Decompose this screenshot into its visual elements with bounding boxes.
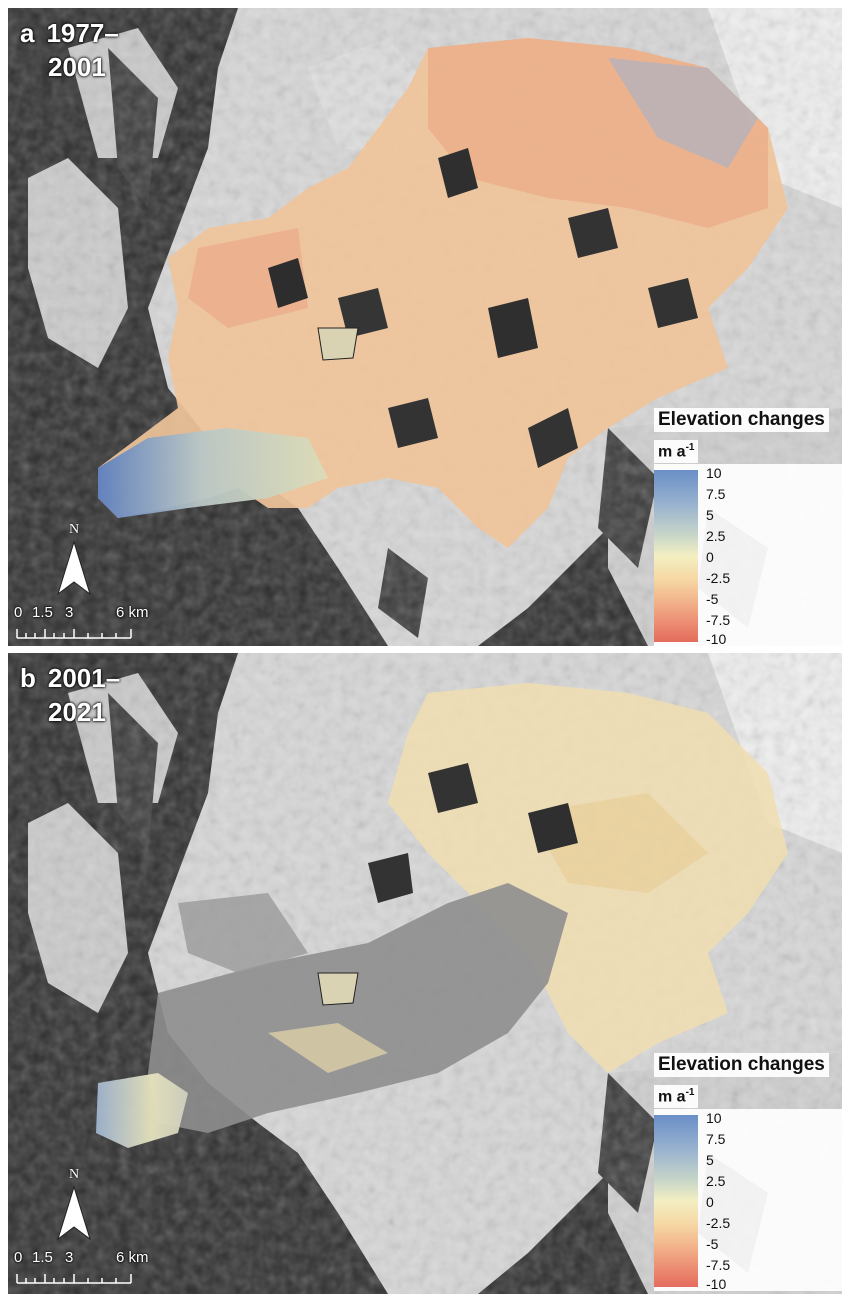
- scale-label-1-5: 1.5: [32, 1249, 53, 1266]
- scale-label-1-5: 1.5: [32, 604, 53, 621]
- legend-tick: 0: [706, 549, 714, 565]
- legend-tick: 5: [706, 507, 714, 523]
- scale-label-3: 3: [65, 604, 74, 621]
- scale-label-6km: 6 km: [116, 604, 149, 621]
- panel-a-period-start: 1977–: [46, 18, 119, 48]
- scale-label-0: 0: [14, 604, 23, 621]
- scale-label-3: 3: [65, 1249, 74, 1266]
- legend-tick: -2.5: [706, 570, 731, 586]
- legend-tick: 2.5: [706, 1173, 726, 1189]
- panel-b: b 2001– 2021 N 0 1.5 3 6 km: [8, 653, 842, 1294]
- legend-tick: 2.5: [706, 528, 726, 544]
- panel-a-color-ramp: [654, 470, 698, 642]
- panel-b-color-ramp: [654, 1115, 698, 1287]
- scale-bar-icon: [16, 1274, 132, 1284]
- panel-b-legend-unit: m a-1: [654, 1085, 699, 1109]
- panel-a-period-end: 2001: [48, 52, 106, 82]
- legend-unit-exponent: -1: [685, 1087, 695, 1098]
- legend-tick: -2.5: [706, 1215, 731, 1231]
- scale-bar-icon: [16, 629, 132, 639]
- panel-b-period-start: 2001–: [47, 663, 121, 693]
- panel-b-legend: Elevation changes m a-1 10 7.5 5 2.5 0 -…: [654, 1053, 842, 1291]
- panel-a-legend-ramp-box: 10 7.5 5 2.5 0 -2.5 -5 -7.5 -10: [654, 464, 842, 646]
- panel-b-title: b 2001– 2021: [20, 661, 120, 729]
- north-arrow-icon: [57, 1185, 91, 1241]
- panel-a-scale-bar: 0 1.5 3 6 km: [12, 604, 149, 644]
- legend-unit-exponent: -1: [685, 442, 695, 453]
- panel-a-north-label: N: [68, 522, 80, 537]
- legend-tick: 7.5: [706, 1131, 726, 1147]
- panel-b-letter: b: [20, 663, 36, 693]
- legend-tick: -5: [706, 591, 719, 607]
- legend-tick: 5: [706, 1152, 714, 1168]
- legend-tick: 7.5: [706, 486, 726, 502]
- legend-tick: 10: [706, 1110, 722, 1126]
- legend-tick: -5: [706, 1236, 719, 1252]
- panel-b-legend-ramp-box: 10 7.5 5 2.5 0 -2.5 -5 -7.5 -10: [654, 1109, 842, 1291]
- panel-b-north-arrow: N: [54, 1167, 94, 1247]
- panel-a-letter: a: [20, 18, 35, 48]
- scale-label-0: 0: [14, 1249, 23, 1266]
- legend-tick: -7.5: [706, 612, 731, 628]
- legend-tick: 10: [706, 465, 722, 481]
- legend-tick: -7.5: [706, 1257, 731, 1273]
- panel-a-legend-title: Elevation changes: [654, 408, 829, 432]
- legend-unit-base: m a: [658, 1088, 686, 1106]
- legend-tick: -10: [706, 631, 727, 646]
- panel-a: a 1977– 2001 N 0 1.5 3 6 km: [8, 8, 842, 646]
- panel-a-legend: Elevation changes m a-1 10 7.5 5 2.5 0 -…: [654, 408, 842, 646]
- scale-label-6km: 6 km: [116, 1249, 149, 1266]
- panel-b-legend-title: Elevation changes: [654, 1053, 829, 1077]
- legend-unit-base: m a: [658, 443, 686, 461]
- panel-a-title: a 1977– 2001: [20, 16, 119, 84]
- legend-tick: -10: [706, 1276, 727, 1292]
- panel-b-scale-bar: 0 1.5 3 6 km: [12, 1249, 149, 1289]
- panel-a-legend-unit: m a-1: [654, 440, 699, 464]
- panel-b-north-label: N: [68, 1167, 80, 1182]
- legend-tick: 0: [706, 1194, 714, 1210]
- panel-a-north-arrow: N: [54, 522, 94, 602]
- panel-b-period-end: 2021: [48, 697, 106, 727]
- north-arrow-icon: [57, 540, 91, 596]
